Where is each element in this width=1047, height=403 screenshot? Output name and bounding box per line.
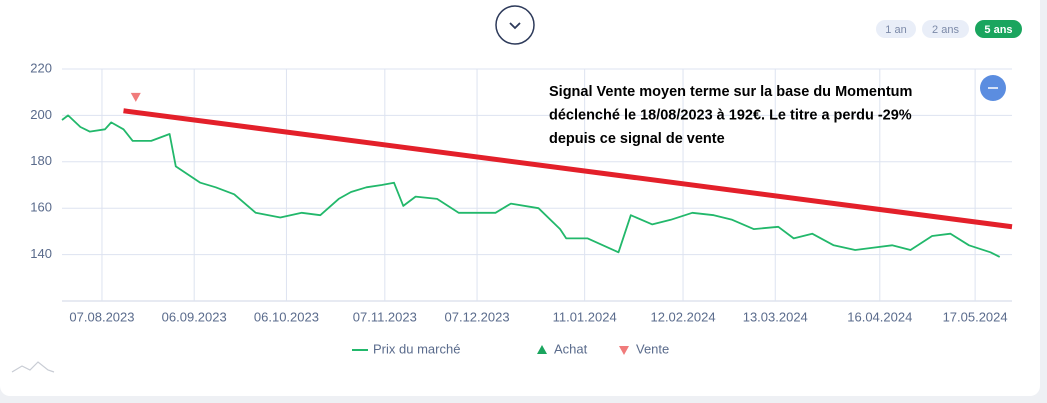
legend-marker (619, 346, 629, 355)
annotation: depuis ce signal de vente (549, 131, 725, 147)
x-tick-label: 16.04.2024 (847, 309, 912, 324)
sell-signal (130, 92, 141, 102)
range-button[interactable] (975, 20, 1022, 38)
x-tick-label: 11.01.2024 (553, 309, 617, 324)
annotation: Signal Vente moyen terme sur la base du … (549, 84, 912, 100)
range-button[interactable] (876, 20, 916, 38)
legend-label[interactable]: Achat (554, 341, 588, 356)
legend-label[interactable]: Prix du marché (373, 341, 460, 356)
x-tick-label: 12.02.2024 (650, 309, 715, 324)
range-button-label[interactable]: 5 ans (984, 24, 1012, 36)
chevron-icon (509, 22, 521, 30)
price-line (61, 114, 1001, 258)
collapse-button[interactable] (495, 5, 535, 45)
range-button-label[interactable]: 1 an (885, 24, 906, 36)
range-button-label[interactable]: 2 ans (932, 24, 959, 36)
x-tick-label: 06.10.2023 (254, 309, 319, 324)
x-tick-label: 07.12.2023 (445, 309, 510, 324)
y-tick-label: 220 (30, 60, 52, 75)
y-tick-label: 160 (30, 200, 52, 215)
x-tick-label: 07.08.2023 (69, 309, 134, 324)
x-tick-label: 06.09.2023 (162, 309, 227, 324)
logo-icon (11, 361, 55, 373)
x-tick-label: 17.05.2024 (943, 309, 1008, 324)
x-tick-label: 07.11.2023 (353, 309, 417, 324)
y-tick-label: 200 (30, 107, 52, 122)
trend-line (123, 108, 1013, 230)
range-button[interactable] (922, 20, 969, 38)
annotation: déclenché le 18/08/2023 à 192€. Le titre… (549, 107, 912, 123)
legend-marker (537, 345, 547, 354)
legend-label[interactable]: Vente (636, 341, 669, 356)
y-tick-label: 140 (30, 246, 52, 261)
x-tick-label: 13.03.2024 (743, 309, 808, 324)
y-tick-label: 180 (30, 153, 52, 168)
card-bg (0, 0, 1040, 396)
